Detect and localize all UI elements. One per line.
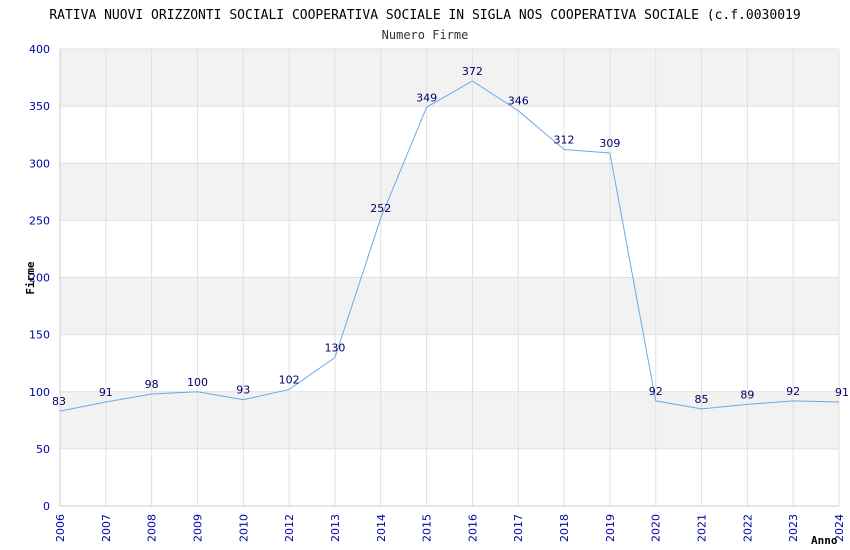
- data-label: 312: [554, 134, 575, 147]
- data-label: 98: [145, 378, 159, 391]
- x-tick-label: 2010: [237, 514, 250, 542]
- data-label: 309: [599, 137, 620, 150]
- x-tick-label: 2006: [54, 514, 67, 542]
- x-tick-label: 2022: [741, 514, 754, 542]
- data-label: 85: [695, 393, 709, 406]
- x-tick-label: 2013: [329, 514, 342, 542]
- data-label: 372: [462, 65, 483, 78]
- x-tick-label: 2009: [191, 514, 204, 542]
- y-tick-label: 150: [29, 329, 50, 342]
- background-bands: [60, 49, 839, 506]
- data-label: 346: [508, 95, 529, 108]
- series-group: [59, 80, 840, 412]
- background-band: [60, 220, 839, 278]
- data-label: 92: [649, 385, 663, 398]
- y-tick-label: 50: [36, 443, 50, 456]
- x-tick-label: 2023: [787, 514, 800, 542]
- y-tick-label: 0: [43, 500, 50, 513]
- data-label: 130: [324, 341, 345, 354]
- y-tick-label: 400: [29, 43, 50, 56]
- chart-subtitle: Numero Firme: [382, 28, 469, 42]
- x-tick-label: 2020: [650, 514, 663, 542]
- background-band: [60, 277, 839, 335]
- x-axis-label: Anno: [811, 534, 838, 547]
- data-labels: 83 91 98 100 93 102 130 252 349 372 346 312 309 92 85 8…: [52, 65, 849, 408]
- data-label: 93: [236, 384, 250, 397]
- y-tick-label: 300: [29, 157, 50, 170]
- y-tick-label: 100: [29, 386, 50, 399]
- data-label: 91: [835, 386, 849, 399]
- data-label: 89: [740, 388, 754, 401]
- y-tick-label: 250: [29, 214, 50, 227]
- x-tick-labels: 2006 2007 2008 2009 2010 2012 2013 2014 2015 2016…: [54, 514, 846, 542]
- x-tick-label: 2021: [696, 514, 709, 542]
- data-label: 349: [416, 91, 437, 104]
- x-tick-label: 2008: [146, 514, 159, 542]
- x-tick-label: 2007: [100, 514, 113, 542]
- x-tick-label: 2014: [375, 514, 388, 542]
- x-tick-label: 2019: [604, 514, 617, 542]
- axes: [59, 49, 839, 507]
- x-tick-label: 2017: [512, 514, 525, 542]
- data-label: 92: [786, 385, 800, 398]
- data-label: 83: [52, 395, 66, 408]
- data-label: 100: [187, 376, 208, 389]
- background-band: [60, 391, 839, 449]
- x-tick-label: 2016: [466, 514, 479, 542]
- data-label: 252: [370, 202, 391, 215]
- series-line: [59, 80, 840, 412]
- y-axis-label: Firme: [24, 261, 37, 294]
- background-band: [60, 163, 839, 221]
- x-tick-label: 2012: [283, 514, 296, 542]
- x-tick-label: 2018: [558, 514, 571, 542]
- y-tick-label: 200: [29, 272, 50, 285]
- x-tick-label: 2024: [833, 514, 846, 542]
- x-tick-label: 2015: [421, 514, 434, 542]
- data-label: 102: [279, 373, 300, 386]
- data-label: 91: [99, 386, 113, 399]
- chart-title: RATIVA NUOVI ORIZZONTI SOCIALI COOPERATI…: [49, 8, 800, 23]
- background-band: [60, 448, 839, 506]
- background-band: [60, 334, 839, 392]
- y-tick-label: 350: [29, 100, 50, 113]
- y-tick-labels: 0 50 100 150 200 250 300 350 400: [29, 43, 50, 513]
- background-band: [60, 106, 839, 164]
- background-band: [60, 49, 839, 107]
